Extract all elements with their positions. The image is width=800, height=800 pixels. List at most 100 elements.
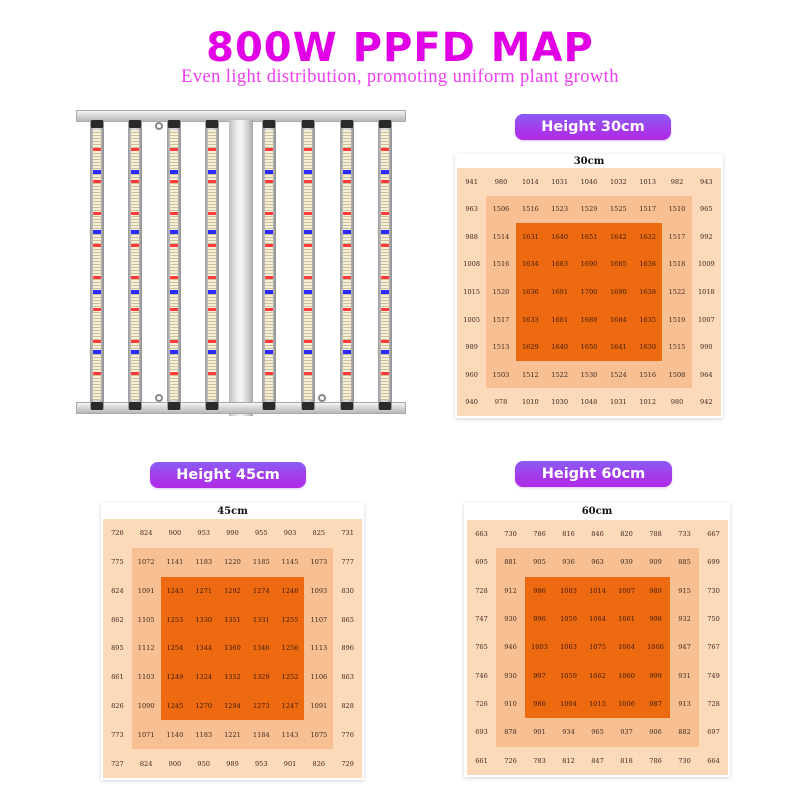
ppfd-cell: 1243	[160, 576, 190, 606]
ppfd-cell: 726	[103, 519, 132, 548]
bottom-rail	[76, 402, 406, 414]
ppfd-cell: 1006	[612, 690, 641, 719]
ppfd-cell: 1143	[275, 720, 305, 750]
ppfd-cell: 1006	[641, 633, 670, 662]
ppfd-cell: 820	[612, 520, 641, 549]
ppfd-cell: 1634	[515, 250, 545, 279]
ppfd-cell: 826	[304, 749, 334, 778]
grow-light-fixture-icon	[76, 108, 406, 423]
ppfd-cell: 1516	[515, 195, 545, 224]
ppfd-cell: 1330	[189, 605, 219, 635]
ppfd-cell: 936	[554, 548, 583, 577]
ppfd-cell: 1091	[304, 691, 334, 721]
led-bar	[262, 120, 276, 410]
ppfd-cell: 1635	[633, 305, 663, 334]
ppfd-cell: 863	[333, 662, 362, 692]
ppfd-cell: 730	[496, 520, 525, 549]
ppfd-cell: 947	[670, 633, 699, 662]
ppfd-cell: 726	[496, 746, 525, 775]
ppfd-cell: 1075	[583, 633, 612, 662]
ppfd-cell: 1690	[603, 278, 633, 306]
ppfd-cell: 1517	[486, 305, 516, 334]
ppfd-cell: 816	[554, 520, 583, 549]
ppfd-cell: 826	[103, 691, 132, 721]
ppfd-cell: 1007	[691, 305, 721, 334]
ppfd-cell: 980	[662, 388, 692, 416]
ppfd-cell: 909	[641, 548, 670, 577]
ppfd-cell: 1015	[583, 690, 612, 719]
ppfd-cell: 901	[525, 718, 554, 747]
ppfd-cell: 1274	[246, 576, 276, 606]
ppfd-cell: 937	[612, 718, 641, 747]
led-bar	[340, 120, 354, 410]
ppfd-cell: 1220	[218, 547, 247, 577]
ppfd-cell: 1273	[246, 691, 276, 721]
ppfd-cell: 992	[691, 223, 721, 251]
ppfd-cell: 1012	[633, 388, 663, 416]
ppfd-cell: 940	[457, 388, 487, 416]
ppfd-cell: 941	[457, 168, 487, 196]
ppfd-cell: 1103	[131, 662, 161, 692]
ppfd-cell: 1292	[218, 576, 247, 606]
ppfd-cell: 950	[189, 749, 219, 778]
ppfd-cell: 1093	[304, 576, 334, 606]
ppfd-cell: 901	[275, 749, 305, 778]
ppfd-cell: 1691	[545, 278, 575, 306]
ppfd-cell: 989	[218, 749, 247, 778]
ppfd-cell: 729	[333, 749, 362, 778]
ppfd-cell: 1145	[275, 547, 305, 577]
ppfd-cell: 1683	[545, 250, 575, 279]
ppfd-cell: 1638	[633, 278, 663, 306]
ppfd-cell: 1060	[612, 661, 641, 690]
ppfd-cell: 749	[699, 661, 728, 690]
ppfd-cell: 930	[496, 605, 525, 634]
ppfd-cell: 1351	[218, 605, 247, 635]
ppfd-cell: 1184	[246, 720, 276, 750]
height-60cm-pill: Height 60cm	[515, 461, 672, 487]
ppfd-cell: 1009	[691, 250, 721, 279]
ppfd-cell: 786	[525, 520, 554, 549]
ppfd-cell: 1113	[304, 634, 334, 663]
ppfd-cell: 1014	[515, 168, 545, 196]
ppfd-cell: 1106	[304, 662, 334, 692]
ppfd-cell: 1032	[603, 168, 633, 196]
ppfd-cell: 939	[612, 548, 641, 577]
ppfd-cell: 1512	[515, 360, 545, 389]
ppfd-cell: 885	[670, 548, 699, 577]
ppfd-cell: 943	[691, 168, 721, 196]
ppfd-cell: 1633	[515, 305, 545, 334]
ppfd-cell: 906	[641, 718, 670, 747]
ppfd-cell: 865	[333, 605, 362, 635]
ppfd-cell: 1141	[160, 547, 190, 577]
ppfd-cell: 1249	[160, 662, 190, 692]
ppfd-cell: 695	[467, 548, 496, 577]
ppfd-cell: 1642	[603, 223, 633, 251]
ppfd-cell: 727	[103, 749, 132, 778]
height-45cm-pill: Height 45cm	[150, 462, 306, 488]
ppfd-cell: 828	[333, 691, 362, 721]
ppfd-cell: 930	[496, 661, 525, 690]
ppfd-cell: 998	[641, 605, 670, 634]
ppfd-cell: 900	[160, 749, 190, 778]
height-30cm-pill: Height 30cm	[515, 114, 671, 140]
ppfd-cell: 1525	[603, 195, 633, 224]
ppfd-cell: 775	[103, 547, 132, 577]
ppfd-cell: 825	[304, 519, 334, 548]
ppfd-cell: 1632	[633, 223, 663, 251]
ppfd-cell: 878	[496, 718, 525, 747]
ppfd-cell: 773	[103, 720, 132, 750]
ppfd-cell: 765	[467, 633, 496, 662]
ppfd-cell: 1183	[189, 720, 219, 750]
ppfd-cell: 1061	[612, 605, 641, 634]
ppfd-cell: 1031	[603, 388, 633, 416]
ppfd-cell: 1346	[246, 634, 276, 663]
ppfd-cell: 1253	[160, 605, 190, 635]
ppfd-cell: 1518	[662, 250, 692, 279]
ppfd-cell: 818	[612, 746, 641, 775]
ppfd-cell: 1331	[246, 605, 276, 635]
ppfd-cell: 812	[554, 746, 583, 775]
ppfd-cell: 1003	[525, 633, 554, 662]
led-bar	[301, 120, 315, 410]
ppfd-cell: 1524	[603, 360, 633, 389]
ppfd-cell: 1517	[633, 195, 663, 224]
